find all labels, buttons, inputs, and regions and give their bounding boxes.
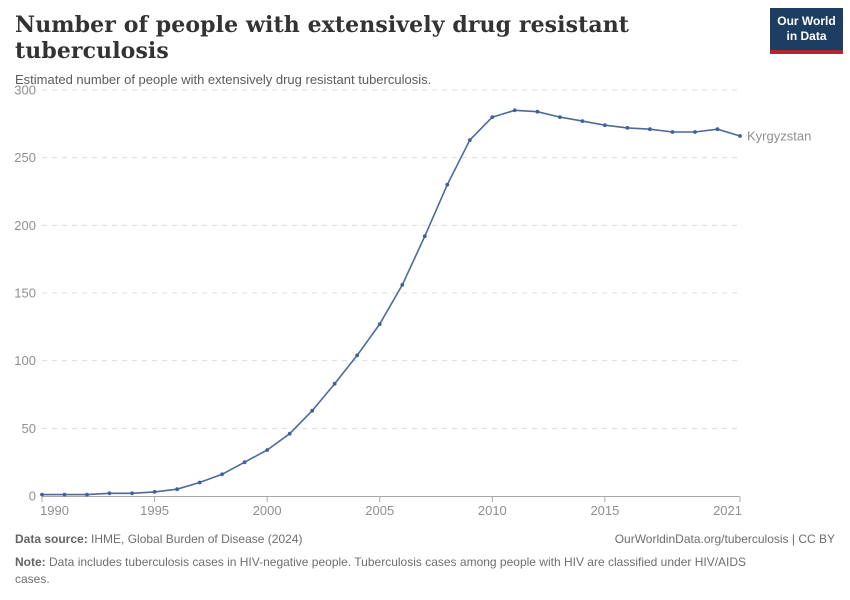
y-tick-label: 200 [14, 218, 36, 233]
x-tick-label: 2005 [365, 503, 394, 518]
x-tick-label: 1990 [40, 503, 69, 518]
y-tick-label: 50 [22, 421, 36, 436]
data-point[interactable] [512, 108, 517, 113]
data-point[interactable] [400, 283, 405, 287]
owid-logo-text-line1: Our World [777, 14, 836, 28]
data-point[interactable] [625, 126, 630, 130]
data-point[interactable] [287, 431, 292, 436]
note-label: Note: [15, 555, 46, 569]
data-point[interactable] [377, 322, 382, 326]
data-point[interactable] [715, 127, 720, 132]
chart-note: Note: Data includes tuberculosis cases i… [15, 554, 747, 589]
note-text: Data includes tuberculosis cases in HIV-… [15, 555, 747, 587]
y-tick-label: 100 [14, 353, 36, 368]
data-point[interactable] [670, 130, 675, 134]
data-point[interactable] [648, 127, 652, 132]
chart-footer: Data source: IHME, Global Burden of Dise… [15, 532, 835, 589]
chart-subtitle: Estimated number of people with extensiv… [15, 71, 432, 87]
x-tick-label: 2015 [590, 503, 619, 518]
data-point[interactable] [310, 408, 315, 413]
y-tick-label: 0 [29, 489, 36, 504]
data-source-text: IHME, Global Burden of Disease (2024) [87, 532, 303, 546]
y-tick-label: 150 [14, 286, 36, 301]
data-point[interactable] [265, 448, 270, 452]
data-point[interactable] [197, 480, 202, 485]
data-point[interactable] [332, 381, 337, 386]
data-point[interactable] [422, 234, 427, 239]
data-source-label: Data source: [15, 532, 88, 546]
data-point[interactable] [558, 115, 562, 119]
data-point[interactable] [107, 491, 112, 496]
data-point[interactable] [445, 182, 450, 187]
data-point[interactable] [85, 492, 89, 497]
data-source-line: Data source: IHME, Global Burden of Dise… [15, 532, 302, 546]
data-point[interactable] [130, 491, 135, 496]
chart-title: Number of people with extensively drug r… [15, 12, 630, 65]
data-point[interactable] [603, 123, 607, 128]
data-point[interactable] [535, 109, 540, 114]
data-point[interactable] [738, 134, 742, 138]
owid-logo-text-line2: in Data [786, 29, 827, 43]
line-series-kyrgyzstan[interactable] [41, 109, 741, 496]
entity-label[interactable]: Kyrgyzstan [747, 129, 811, 144]
x-tick-label: 2021 [713, 503, 742, 518]
x-tick-label: 1995 [140, 503, 169, 518]
x-tick-label: 2010 [478, 503, 507, 518]
data-point[interactable] [355, 353, 360, 358]
data-point[interactable] [62, 492, 67, 497]
owid-cc-link[interactable]: OurWorldinData.org/tuberculosis | CC BY [614, 532, 835, 546]
data-point[interactable] [490, 115, 495, 119]
data-point[interactable] [242, 460, 247, 465]
data-point[interactable] [40, 492, 44, 497]
data-point[interactable] [467, 138, 472, 143]
data-point[interactable] [152, 490, 157, 494]
owid-logo[interactable]: Our World in Data [770, 8, 843, 54]
data-point[interactable] [580, 119, 585, 123]
data-point[interactable] [220, 472, 225, 477]
x-tick-label: 2000 [253, 503, 282, 518]
data-point[interactable] [693, 130, 697, 134]
y-tick-label: 300 [14, 83, 36, 98]
data-point[interactable] [175, 487, 180, 492]
y-tick-label: 250 [14, 150, 36, 165]
chart-header: Number of people with extensively drug r… [15, 12, 755, 89]
